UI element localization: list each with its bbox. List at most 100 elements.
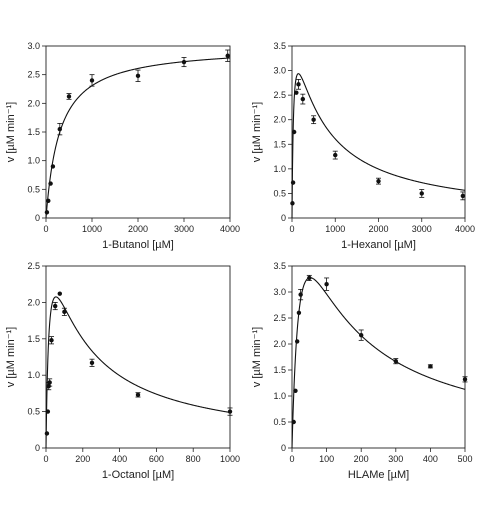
x-tick-label: 300	[388, 454, 403, 464]
y-tick-label: 2.0	[273, 115, 286, 125]
data-point	[44, 210, 50, 215]
data-point	[135, 392, 141, 398]
data-point	[419, 191, 424, 196]
data-point	[294, 90, 299, 95]
x-tick-label: 2000	[368, 224, 388, 234]
fit-curve	[291, 73, 466, 219]
y-tick-label: 2.0	[27, 98, 40, 108]
data-point	[53, 303, 58, 309]
panel-octanol: 0 200 400 600 800 1000 0 0.5 1.0 1.5 2.0 2.5 1-Octan…	[5, 261, 240, 481]
data-point	[57, 126, 62, 132]
data-point	[44, 431, 50, 436]
data-point	[291, 129, 297, 135]
data-point	[62, 309, 67, 315]
y-tick-label: 1.5	[273, 365, 286, 375]
data-point	[291, 419, 296, 425]
data-point	[46, 198, 51, 203]
x-tick-label: 3000	[412, 224, 432, 234]
y-tick-label: 0.5	[273, 417, 286, 427]
panel-butanol: 0 1000 2000 3000 4000 0 0.5 1.0 1.5 2.0 2.5 3.0 1-Bu…	[5, 41, 240, 251]
data-point	[393, 358, 398, 364]
data-point	[460, 193, 466, 199]
y-tick-label: 3.0	[27, 41, 40, 51]
y-tick-label: 1.5	[273, 139, 286, 149]
y-tick-label: 1.0	[27, 370, 40, 380]
y-axis-label: v [µM min⁻¹]	[251, 102, 263, 162]
data-point	[359, 332, 364, 338]
x-tick-label: 400	[112, 454, 127, 464]
x-tick-label: 200	[75, 454, 90, 464]
data-point	[294, 339, 300, 344]
data-point	[293, 388, 298, 393]
data-point	[296, 82, 301, 87]
data-point	[428, 364, 433, 369]
data-point	[47, 380, 52, 385]
x-tick-label: 600	[149, 454, 164, 464]
fit-curve	[291, 277, 466, 449]
y-tick-label: 3.5	[273, 41, 286, 51]
y-tick-label: 3.0	[273, 287, 286, 297]
data-point	[135, 73, 141, 79]
y-tick-label: 2.0	[27, 297, 40, 307]
data-point	[324, 282, 329, 287]
data-point	[376, 178, 381, 184]
y-tick-label: 2.0	[273, 339, 286, 349]
data-point	[290, 180, 296, 185]
x-tick-label: 0	[43, 224, 48, 234]
y-tick-label: 0	[281, 443, 286, 453]
data-point	[227, 409, 233, 414]
data-point	[45, 409, 51, 414]
data-point	[300, 96, 306, 102]
y-tick-label: 3.0	[273, 66, 286, 76]
data-point	[49, 338, 54, 343]
y-tick-label: 0.5	[27, 184, 40, 194]
data-point	[225, 53, 230, 58]
y-tick-label: 1.0	[273, 391, 286, 401]
data-point	[462, 377, 468, 382]
x-tick-label: 1000	[82, 224, 102, 234]
panel-hlame: 0 100 200 300 400 500 0 0.5 1.0 1.5 2.0 2.5 3.0 3.5 HL…	[251, 261, 473, 481]
fit-curve	[45, 296, 231, 449]
plot-frame	[291, 265, 466, 449]
data-point	[290, 201, 295, 206]
x-tick-label: 0	[289, 224, 294, 234]
data-point	[333, 152, 338, 158]
x-tick-label: 3000	[174, 224, 194, 234]
x-tick-label: 100	[319, 454, 334, 464]
panel-hexanol: 0 1000 2000 3000 4000 0 0.5 1.0 1.5 2.0 2.5 3.0 3.5 1…	[251, 41, 475, 251]
y-tick-label: 0	[35, 213, 40, 223]
x-tick-label: 4000	[220, 224, 240, 234]
x-tick-label: 500	[457, 454, 472, 464]
y-tick-label: 2.5	[27, 70, 40, 80]
data-point	[89, 360, 95, 366]
x-axis-label: 1-Octanol [µM]	[102, 469, 174, 481]
data-point	[57, 291, 62, 296]
data-point	[48, 181, 53, 186]
data-point	[89, 78, 95, 83]
x-tick-label: 1000	[220, 454, 240, 464]
x-tick-label: 1000	[325, 224, 345, 234]
x-axis-label: 1-Hexanol [µM]	[341, 239, 416, 251]
y-tick-label: 1.5	[27, 127, 40, 137]
y-tick-label: 0	[281, 213, 286, 223]
y-axis-label: v [µM min⁻¹]	[251, 327, 263, 387]
y-tick-label: 3.5	[273, 261, 286, 271]
x-tick-label: 0	[289, 454, 294, 464]
y-axis-label: v [µM min⁻¹]	[5, 102, 17, 162]
data-point	[298, 292, 303, 297]
y-tick-label: 0.5	[273, 188, 286, 198]
x-tick-label: 400	[423, 454, 438, 464]
y-tick-label: 2.5	[273, 313, 286, 323]
x-tick-label: 2000	[128, 224, 148, 234]
data-point	[50, 164, 56, 169]
y-tick-label: 1.0	[27, 156, 40, 166]
x-tick-label: 0	[43, 454, 48, 464]
plot-frame	[45, 265, 231, 449]
data-point	[307, 275, 312, 281]
y-axis-label: v [µM min⁻¹]	[5, 327, 17, 387]
x-tick-label: 200	[354, 454, 369, 464]
x-tick-label: 4000	[455, 224, 475, 234]
y-tick-label: 0.5	[27, 407, 40, 417]
plot-frame	[291, 45, 466, 219]
